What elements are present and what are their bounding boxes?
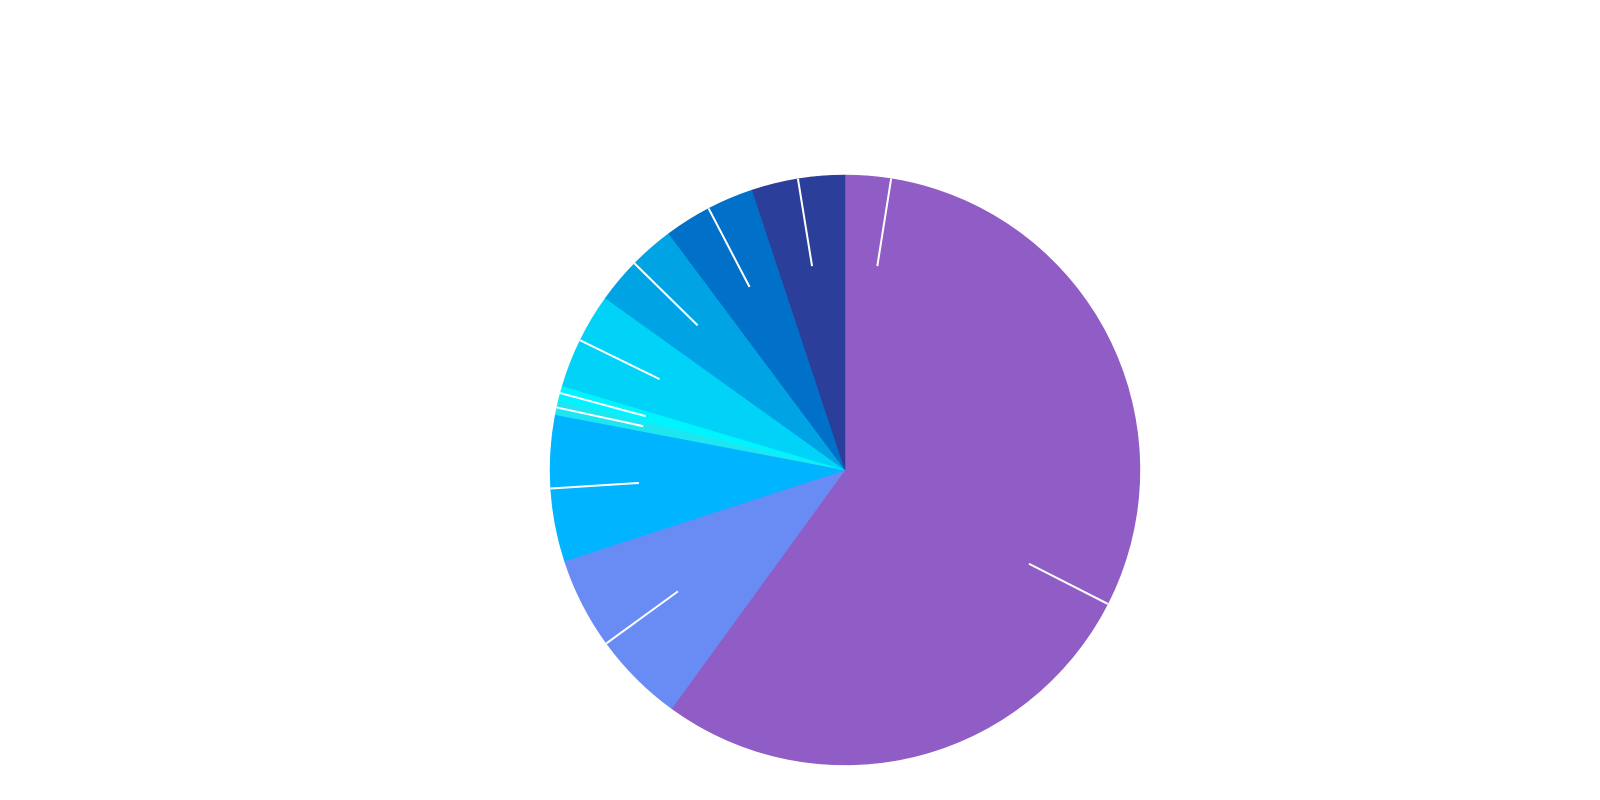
leader-line bbox=[796, 178, 814, 267]
leader-line bbox=[550, 481, 639, 490]
leader-line bbox=[556, 406, 644, 428]
leader-line bbox=[633, 262, 699, 327]
leader-line bbox=[579, 339, 660, 381]
leader-line bbox=[1028, 562, 1109, 605]
leader-line bbox=[605, 590, 679, 645]
leader-line bbox=[707, 207, 751, 288]
leader-line bbox=[559, 392, 646, 418]
leader-line bbox=[876, 178, 893, 267]
